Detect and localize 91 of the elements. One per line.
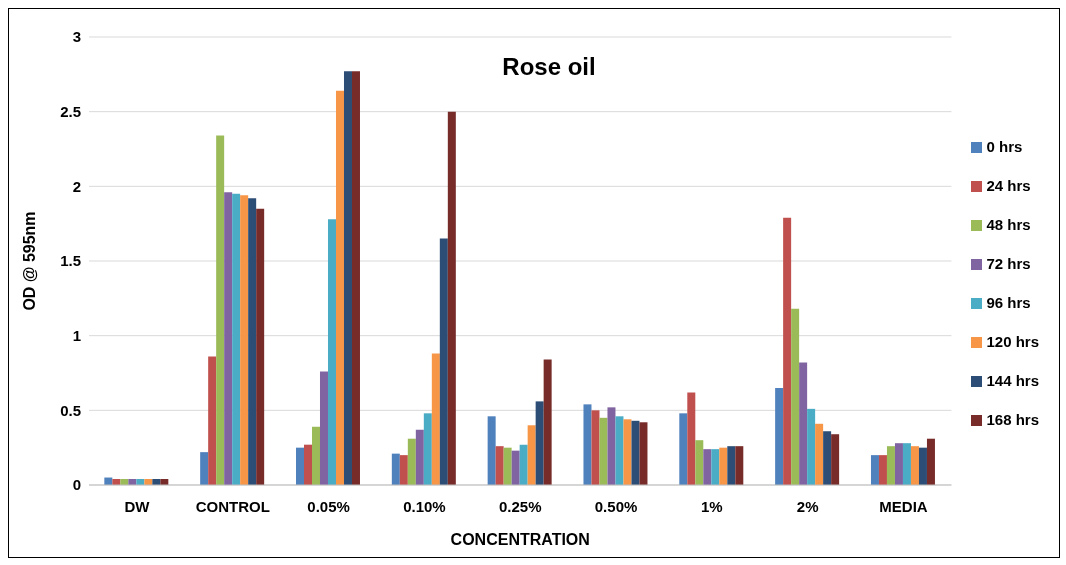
bar (583, 404, 592, 485)
x-tick-label: 1% (701, 497, 723, 515)
x-tick-label: DW (124, 497, 151, 515)
legend-label: 0 hrs (986, 138, 1023, 155)
bar (695, 440, 704, 485)
bar (431, 353, 440, 485)
bar (870, 455, 879, 485)
bar (631, 420, 640, 485)
x-tick-label: MEDIA (879, 497, 928, 515)
y-tick-label: 3 (72, 28, 81, 46)
bar (687, 392, 696, 485)
x-tick-label: 0.25% (498, 497, 542, 515)
bar (248, 198, 257, 485)
bar (639, 422, 648, 485)
bar (447, 111, 456, 485)
bar (487, 416, 496, 485)
y-axis-title: OD @ 595nm (20, 211, 38, 311)
bar (815, 423, 824, 485)
x-axis-title: CONCENTRATION (450, 531, 590, 548)
bar (311, 426, 320, 485)
bar (327, 219, 336, 485)
legend-label: 168 hrs (986, 411, 1039, 428)
y-tick-label: 2.5 (60, 102, 81, 120)
bar (511, 450, 520, 485)
bar (335, 90, 344, 485)
bar (200, 452, 209, 485)
bar (519, 444, 528, 485)
bar (791, 308, 800, 485)
legend-label: 120 hrs (986, 333, 1039, 350)
bar (703, 449, 712, 485)
bar (918, 447, 927, 485)
bar (240, 195, 249, 485)
bar (799, 362, 808, 485)
y-tick-label: 1 (72, 326, 81, 344)
bar (232, 193, 241, 485)
x-tick-label: 0.05% (307, 497, 350, 515)
bar (783, 217, 792, 485)
bar (495, 446, 504, 485)
bar (343, 71, 352, 485)
bar (503, 447, 512, 485)
bar (303, 444, 312, 485)
legend-label: 48 hrs (986, 216, 1031, 233)
bar (711, 449, 720, 485)
bar (407, 438, 416, 485)
bar (775, 387, 784, 485)
y-tick-label: 2 (72, 177, 81, 195)
bar (319, 371, 328, 485)
bar (527, 425, 536, 485)
bar (216, 135, 225, 485)
bar (878, 455, 887, 485)
bar (735, 446, 744, 485)
x-tick-label: 0.50% (594, 497, 638, 515)
bar (607, 407, 616, 485)
bar (623, 419, 632, 485)
bar (902, 443, 911, 485)
bar (615, 416, 624, 485)
y-tick-label: 0 (72, 476, 81, 494)
legend-label: 72 hrs (986, 255, 1031, 272)
bar (599, 417, 608, 485)
bar (535, 401, 544, 485)
x-tick-label: 2% (796, 497, 819, 515)
legend-label: 144 hrs (986, 372, 1039, 389)
y-tick-label: 0.5 (60, 401, 81, 419)
bar (719, 447, 728, 485)
bar (926, 438, 935, 485)
bar (727, 446, 736, 485)
bar (591, 410, 600, 485)
x-tick-label: 0.10% (403, 497, 446, 515)
bar (886, 446, 895, 485)
bar (423, 413, 432, 485)
bar (208, 356, 217, 485)
bar (831, 434, 840, 485)
bar (439, 238, 448, 485)
bar (295, 447, 304, 485)
bar (415, 429, 424, 485)
legend-label: 24 hrs (986, 177, 1031, 194)
bar (391, 453, 400, 485)
legend-label: 96 hrs (986, 294, 1031, 311)
bar (823, 431, 832, 485)
bar (224, 192, 233, 485)
x-tick-label: CONTROL (195, 497, 270, 515)
bar (543, 359, 552, 485)
bar (910, 446, 919, 485)
bar (894, 443, 903, 485)
bar (351, 71, 360, 485)
bar (256, 208, 265, 485)
bar (399, 455, 408, 485)
bar (807, 408, 816, 485)
bar (679, 413, 688, 485)
text: Rose oil (501, 53, 597, 81)
y-tick-label: 1.5 (60, 252, 81, 270)
